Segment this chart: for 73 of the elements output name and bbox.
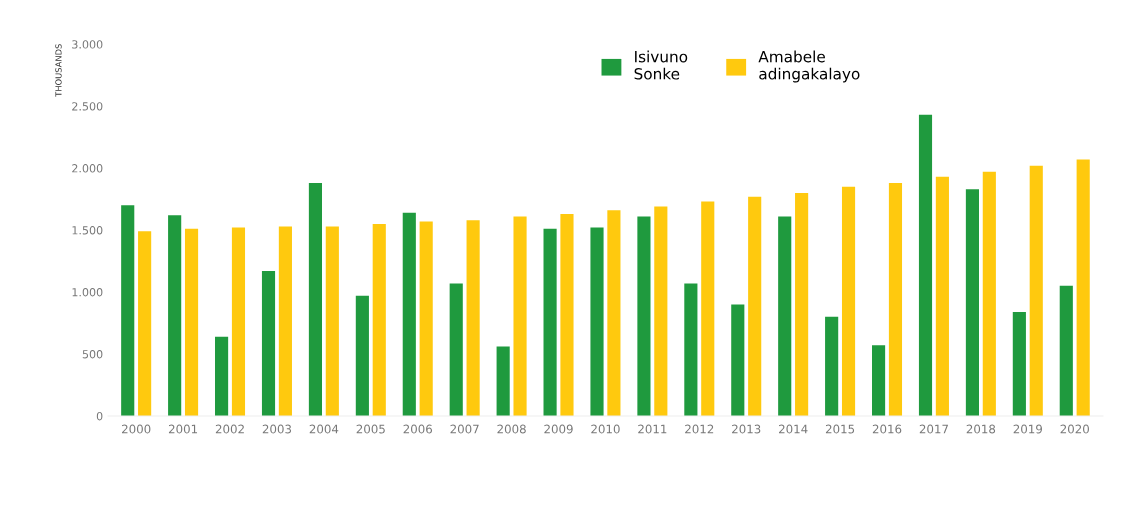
x-tick-label: 2000: [122, 424, 151, 434]
bar: [825, 316, 839, 416]
x-tick-label: 2013: [732, 424, 761, 434]
bar: [1059, 285, 1073, 416]
bar: [1012, 311, 1026, 416]
x-tick-label: 2017: [919, 424, 948, 434]
y-tick-label: 2.000: [72, 164, 103, 173]
bar: [402, 212, 416, 416]
x-tick-label: 2008: [497, 424, 526, 434]
bar: [308, 183, 323, 416]
bar: [982, 171, 996, 416]
bar: [138, 231, 152, 416]
bar: [449, 283, 463, 416]
x-tick-label: 2005: [356, 424, 385, 434]
x-tick-label: 2006: [403, 424, 433, 434]
bar: [513, 216, 527, 416]
x-tick-label: 2015: [825, 424, 855, 434]
bar: [543, 228, 557, 416]
y-tick-label: 3.000: [72, 40, 103, 49]
bar: [654, 206, 668, 416]
bar: [419, 221, 433, 416]
bar: [215, 336, 229, 416]
bar: [965, 189, 979, 416]
x-tick-label: 2004: [309, 424, 339, 434]
x-tick-label: 2011: [638, 424, 667, 434]
x-tick-label: 2012: [685, 424, 714, 434]
bar: [168, 215, 182, 416]
bar: [1029, 165, 1043, 416]
y-axis-title: THOUSANDS: [55, 44, 62, 97]
bar: [637, 216, 651, 416]
bar: [496, 346, 510, 416]
x-tick-label: 2016: [872, 424, 902, 434]
bar: [231, 227, 246, 416]
bar: [684, 283, 698, 416]
y-tick-label: 1.000: [72, 288, 103, 297]
bar: [184, 228, 199, 416]
bar: [607, 210, 621, 416]
bar: [748, 196, 762, 416]
x-tick-label: 2019: [1013, 424, 1042, 434]
bar: [590, 227, 604, 416]
y-tick-label: 500: [82, 350, 103, 359]
x-tick-label: 2001: [168, 424, 198, 434]
x-tick-label: 2003: [262, 424, 292, 434]
bar: [872, 345, 886, 416]
x-tick-label: 2007: [450, 424, 479, 434]
x-tick-label: 2014: [779, 424, 808, 434]
y-tick-label: 1.500: [72, 226, 103, 235]
bar: [355, 295, 369, 416]
y-tick-label: 2.500: [72, 102, 103, 111]
bar: [841, 186, 856, 416]
bar: [466, 220, 480, 416]
bar: [372, 223, 386, 416]
bar: [795, 192, 809, 416]
bar: [560, 213, 574, 416]
x-tick-label: 2018: [966, 424, 996, 434]
y-tick-label: 0: [96, 411, 103, 421]
bar: [1076, 159, 1090, 416]
bar: [325, 226, 339, 416]
bar: [935, 176, 949, 416]
bar: [778, 216, 792, 416]
bar: [121, 205, 135, 416]
legend-label: Isivuno Sonke: [634, 50, 688, 80]
bar: [278, 226, 292, 416]
bar: [261, 271, 276, 416]
bar: [731, 304, 745, 416]
x-tick-label: 2020: [1060, 424, 1089, 434]
bar: [888, 183, 903, 416]
bar: [918, 114, 933, 416]
x-tick-label: 2009: [544, 424, 573, 434]
legend-label: Amabele adingakalayo: [758, 50, 860, 83]
bar: [701, 201, 715, 416]
x-tick-label: 2002: [215, 424, 244, 434]
x-tick-label: 2010: [591, 424, 620, 434]
